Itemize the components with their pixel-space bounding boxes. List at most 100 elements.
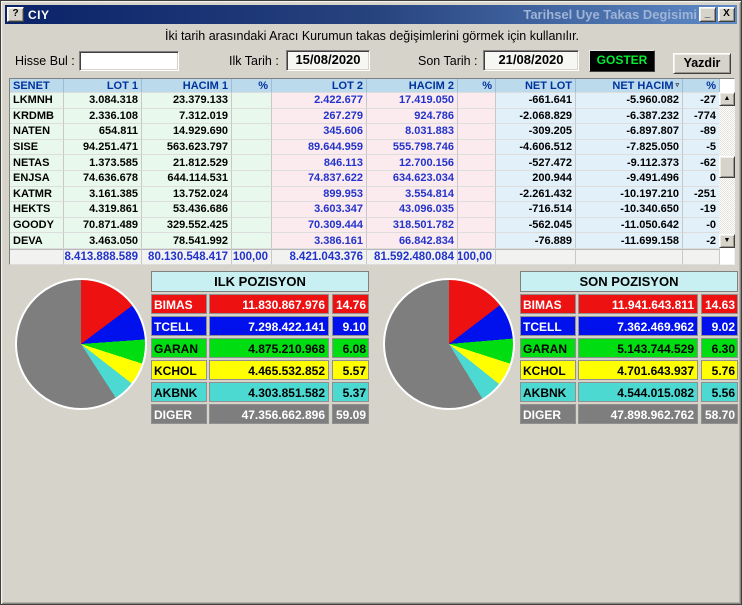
goster-button[interactable]: GOSTER — [589, 50, 655, 72]
cell: -27 — [683, 93, 720, 109]
ilk-tarih-label: Ilk Tarih : — [229, 54, 279, 68]
column-header--[interactable]: % — [458, 79, 496, 93]
cell: 345.606 — [272, 124, 367, 140]
vertical-scrollbar[interactable]: ▲ ▼ — [719, 92, 735, 248]
cell: 563.623.797 — [142, 139, 232, 156]
position-symbol: TCELL — [151, 316, 207, 336]
column-header-net-hacim[interactable]: NET HACIM ▿ — [576, 79, 683, 93]
cell: -774 — [683, 108, 720, 125]
cell: -251 — [683, 186, 720, 203]
cell — [458, 170, 496, 187]
cell: 70.871.489 — [64, 217, 142, 234]
column-header-senet[interactable]: SENET — [10, 79, 64, 93]
cell: 3.084.318 — [64, 93, 142, 109]
scrollbar-thumb[interactable] — [719, 156, 735, 178]
cell: 3.161.385 — [64, 186, 142, 203]
table-row[interactable]: HEKTS 4.319.861 53.436.686 3.603.347 43.096.… — [10, 202, 720, 218]
cell: 43.096.035 — [367, 202, 458, 218]
position-row: BIMAS 11.830.867.976 14.76 — [151, 294, 369, 314]
cell — [458, 93, 496, 109]
table-row[interactable]: SISE 94.251.471 563.623.797 89.644.959 555.7… — [10, 139, 720, 156]
ilk-pozisyon-rows: BIMAS 11.830.867.976 14.76 TCELL 7.298.422.1… — [151, 294, 369, 424]
position-percent: 9.02 — [701, 316, 738, 336]
cell: 924.786 — [367, 108, 458, 125]
takas-table: SENET LOT 1 HACIM 1% LOT 2 HACIM 2% NET LOT NE… — [9, 78, 735, 265]
son-tarih-input[interactable]: 21/08/2020 — [483, 50, 579, 71]
close-button[interactable]: X — [718, 7, 735, 22]
cell: -76.889 — [496, 233, 576, 249]
table-row[interactable]: NETAS 1.373.585 21.812.529 846.113 12.700.15… — [10, 155, 720, 171]
totals-cell — [10, 249, 64, 265]
position-amount: 4.701.643.937 — [578, 360, 698, 380]
column-header-hacim-1[interactable]: HACIM 1 — [142, 79, 232, 93]
cell: -661.641 — [496, 93, 576, 109]
totals-cell — [576, 249, 683, 265]
cell — [232, 124, 272, 140]
help-icon[interactable]: ? — [7, 7, 24, 22]
table-row[interactable]: GOODY 70.871.489 329.552.425 70.309.444 318.… — [10, 217, 720, 234]
cell — [232, 139, 272, 156]
totals-cell: 8.413.888.589 — [64, 249, 142, 265]
cell — [232, 155, 272, 171]
cell: 899.953 — [272, 186, 367, 203]
table-row[interactable]: ENJSA 74.636.678 644.114.531 74.837.622 634.… — [10, 170, 720, 187]
totals-cell: 80.130.548.417 — [142, 249, 232, 265]
cell — [458, 124, 496, 140]
cell: -9.491.496 — [576, 170, 683, 187]
position-symbol: BIMAS — [520, 294, 576, 314]
son-pozisyon-pie-chart — [383, 278, 515, 410]
position-symbol: GARAN — [520, 338, 576, 358]
cell: HEKTS — [10, 202, 64, 218]
position-amount: 4.875.210.968 — [209, 338, 329, 358]
position-symbol: BIMAS — [151, 294, 207, 314]
column-header--[interactable]: % — [683, 79, 720, 93]
table-row[interactable]: LKMNH 3.084.318 23.379.133 2.422.677 17.419.… — [10, 93, 720, 109]
cell: 89.644.959 — [272, 139, 367, 156]
cell: 3.386.161 — [272, 233, 367, 249]
position-row: AKBNK 4.303.851.582 5.37 — [151, 382, 369, 402]
title-bar: ? CIY Tarihsel Uye Takas Degisimi _ X — [5, 5, 737, 24]
position-percent: 58.70 — [701, 404, 738, 424]
totals-cell — [683, 249, 720, 265]
cell: 329.552.425 — [142, 217, 232, 234]
table-row[interactable]: NATEN 654.811 14.929.690 345.606 8.031.883 -3… — [10, 124, 720, 140]
cell: -6.897.807 — [576, 124, 683, 140]
position-amount: 47.356.662.896 — [209, 404, 329, 424]
position-amount: 4.465.532.852 — [209, 360, 329, 380]
takas-table-body: LKMNH 3.084.318 23.379.133 2.422.677 17.419.… — [10, 93, 734, 249]
cell: -7.825.050 — [576, 139, 683, 156]
column-header--[interactable]: % — [232, 79, 272, 93]
cell: -5 — [683, 139, 720, 156]
cell: -62 — [683, 155, 720, 171]
cell: 2.336.108 — [64, 108, 142, 125]
position-row: KCHOL 4.701.643.937 5.76 — [520, 360, 738, 380]
position-row: KCHOL 4.465.532.852 5.57 — [151, 360, 369, 380]
window-subtitle: Tarihsel Uye Takas Degisimi — [523, 7, 697, 22]
ilk-tarih-input[interactable]: 15/08/2020 — [286, 50, 370, 71]
scroll-up-icon[interactable]: ▲ — [719, 92, 735, 106]
cell — [232, 186, 272, 203]
position-percent: 6.08 — [332, 338, 369, 358]
scroll-down-icon[interactable]: ▼ — [719, 234, 735, 248]
column-header-lot-1[interactable]: LOT 1 — [64, 79, 142, 93]
position-row: GARAN 4.875.210.968 6.08 — [151, 338, 369, 358]
yazdir-button[interactable]: Yazdir — [673, 53, 731, 74]
cell: 267.279 — [272, 108, 367, 125]
table-row[interactable]: KRDMB 2.336.108 7.312.019 267.279 924.786 -2.… — [10, 108, 720, 125]
cell: 78.541.992 — [142, 233, 232, 249]
cell: -4.606.512 — [496, 139, 576, 156]
column-header-lot-2[interactable]: LOT 2 — [272, 79, 367, 93]
position-row: BIMAS 11.941.643.811 14.63 — [520, 294, 738, 314]
column-header-net-lot[interactable]: NET LOT — [496, 79, 576, 93]
column-header-hacim-2[interactable]: HACIM 2 — [367, 79, 458, 93]
hisse-bul-input[interactable] — [79, 51, 179, 71]
cell: NETAS — [10, 155, 64, 171]
minimize-button[interactable]: _ — [699, 7, 716, 22]
cell: 53.436.686 — [142, 202, 232, 218]
cell: -716.514 — [496, 202, 576, 218]
position-symbol: DIGER — [520, 404, 576, 424]
table-row[interactable]: DEVA 3.463.050 78.541.992 3.386.161 66.842.8… — [10, 233, 720, 249]
cell: 644.114.531 — [142, 170, 232, 187]
cell: -11.699.158 — [576, 233, 683, 249]
table-row[interactable]: KATMR 3.161.385 13.752.024 899.953 3.554.814… — [10, 186, 720, 203]
